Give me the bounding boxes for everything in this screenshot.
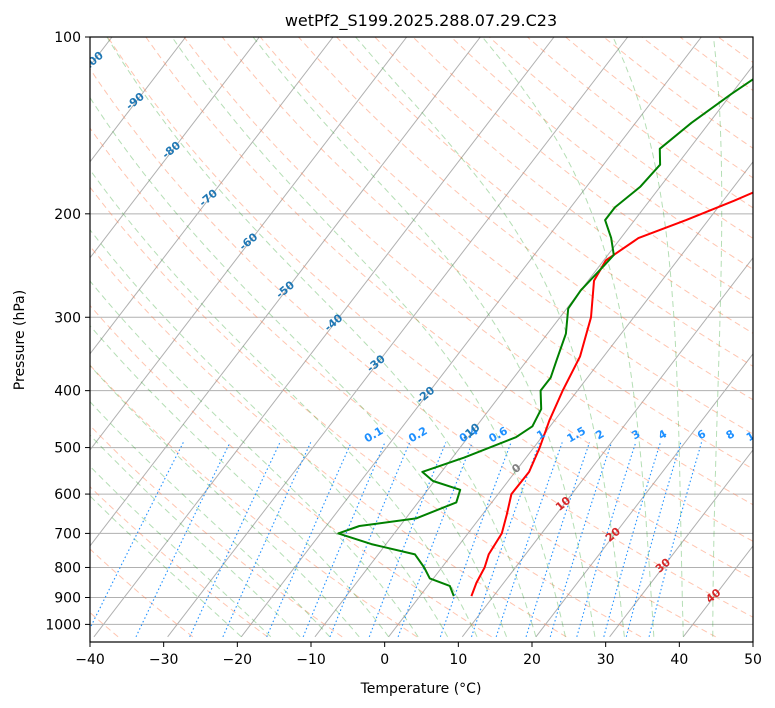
- isotherm-line: [609, 449, 753, 638]
- mixing-ratio-label: 10: [744, 425, 764, 444]
- mixing-ratio-line: [648, 442, 703, 637]
- dry-adiabat-line: [90, 127, 716, 638]
- x-tick-label: 50: [744, 652, 762, 668]
- isotherm-line: [240, 37, 702, 638]
- mixing-ratio-line: [329, 442, 411, 638]
- mixing-ratio-line: [525, 442, 591, 637]
- y-tick-label: 500: [54, 441, 81, 457]
- isotherm-line: [90, 37, 187, 163]
- moist-adiabat-line: [90, 280, 419, 638]
- moist-adiabat-line: [612, 37, 684, 637]
- moist-adiabat-line: [90, 96, 507, 637]
- isotherm-line: [90, 37, 481, 547]
- mixing-ratio-line: [495, 442, 563, 637]
- x-tick-label: 30: [597, 652, 615, 668]
- moist-adiabat-line: [90, 228, 449, 638]
- temperature-profile-line: [470, 191, 753, 597]
- x-axis: −40 −30 −20 −10 0 10 20 30 40 50: [75, 642, 762, 668]
- isotherm-line: [461, 256, 753, 638]
- y-tick-label: 700: [54, 526, 81, 542]
- x-tick-label: 0: [380, 652, 389, 668]
- y-tick-label: 300: [54, 310, 81, 326]
- mixing-ratio-line: [549, 442, 613, 637]
- isotherm-line: [90, 37, 334, 355]
- mixing-ratio-line: [222, 442, 312, 638]
- dry-adiabat-line: [90, 304, 492, 638]
- mixing-ratio-line: [189, 442, 281, 638]
- moist-adiabat-line: [252, 37, 596, 637]
- isotherm-line: [535, 353, 753, 638]
- dry-adiabat-line: [90, 68, 753, 618]
- moist-adiabat-line: [90, 168, 478, 638]
- background-lines: [90, 37, 753, 638]
- isotherm-line: [314, 64, 753, 638]
- x-tick-label: −20: [223, 652, 253, 668]
- mixing-ratio-line: [625, 442, 682, 637]
- y-tick-label: 400: [54, 384, 81, 400]
- y-axis-title: Pressure (hPa): [12, 290, 28, 390]
- data-series: [337, 78, 753, 597]
- x-tick-label: 20: [523, 652, 541, 668]
- dry-adiabat-line: [90, 548, 194, 638]
- moist-adiabat-line: [482, 37, 655, 637]
- mixing-ratio-line: [576, 442, 637, 637]
- x-tick-label: −10: [296, 652, 326, 668]
- dry-adiabat-line: [107, 37, 753, 580]
- dry-adiabat-line: [259, 37, 753, 435]
- moist-adiabat-line: [90, 324, 389, 638]
- x-tick-label: 40: [670, 652, 688, 668]
- isotherm-line: [93, 37, 555, 638]
- moist-adiabat-line: [355, 37, 625, 637]
- chart-title: wetPf2_S199.2025.288.07.29.C23: [285, 11, 557, 31]
- x-axis-title: Temperature (°C): [360, 681, 482, 697]
- line-labels: 0.10.20.40.611.52346810131620253036-100-…: [90, 49, 764, 606]
- dry-adiabat-line: [374, 37, 753, 334]
- mixing-ratio-line: [90, 442, 184, 630]
- isotherm-line: [167, 37, 629, 638]
- moist-adiabat-line: [106, 37, 537, 637]
- dry-adiabat-line: [90, 245, 567, 638]
- dry-adiabat-line: [90, 364, 418, 638]
- moist-adiabat-line: [90, 465, 272, 638]
- dewpoint-profile-line: [337, 78, 753, 597]
- isotherm-line: [388, 160, 753, 638]
- moist-adiabat-line: [90, 364, 360, 638]
- isotherm-line: [90, 37, 260, 259]
- x-tick-label: −30: [149, 652, 179, 668]
- moist-adiabat-line: [90, 495, 242, 638]
- x-tick-label: −40: [75, 652, 105, 668]
- dry-adiabat-line: [145, 37, 753, 542]
- mixing-ratio-line: [470, 442, 541, 637]
- moist-adiabat-line: [712, 37, 723, 637]
- x-tick-label: 10: [449, 652, 467, 668]
- y-tick-label: 200: [54, 207, 81, 223]
- dry-adiabat-line: [336, 37, 753, 367]
- y-tick-label: 900: [54, 591, 81, 607]
- moist-adiabat-line: [90, 400, 331, 638]
- y-axis: 100 200 300 400 500 600 700 800 900 1000: [45, 30, 90, 633]
- dry-adiabat-line: [298, 37, 753, 401]
- y-tick-label: 1000: [45, 617, 81, 633]
- moist-adiabat-line: [90, 434, 301, 638]
- mixing-ratio-line: [368, 442, 447, 637]
- y-tick-label: 800: [54, 560, 81, 576]
- y-tick-label: 600: [54, 487, 81, 503]
- dry-adiabat-line: [90, 186, 642, 638]
- plot-frame: [89, 36, 754, 643]
- mixing-ratio-line: [397, 442, 473, 637]
- mixing-ratio-line: [439, 442, 512, 637]
- mixing-ratio-line: [603, 442, 661, 637]
- isotherm-line: [90, 37, 408, 451]
- y-tick-label: 100: [54, 30, 81, 46]
